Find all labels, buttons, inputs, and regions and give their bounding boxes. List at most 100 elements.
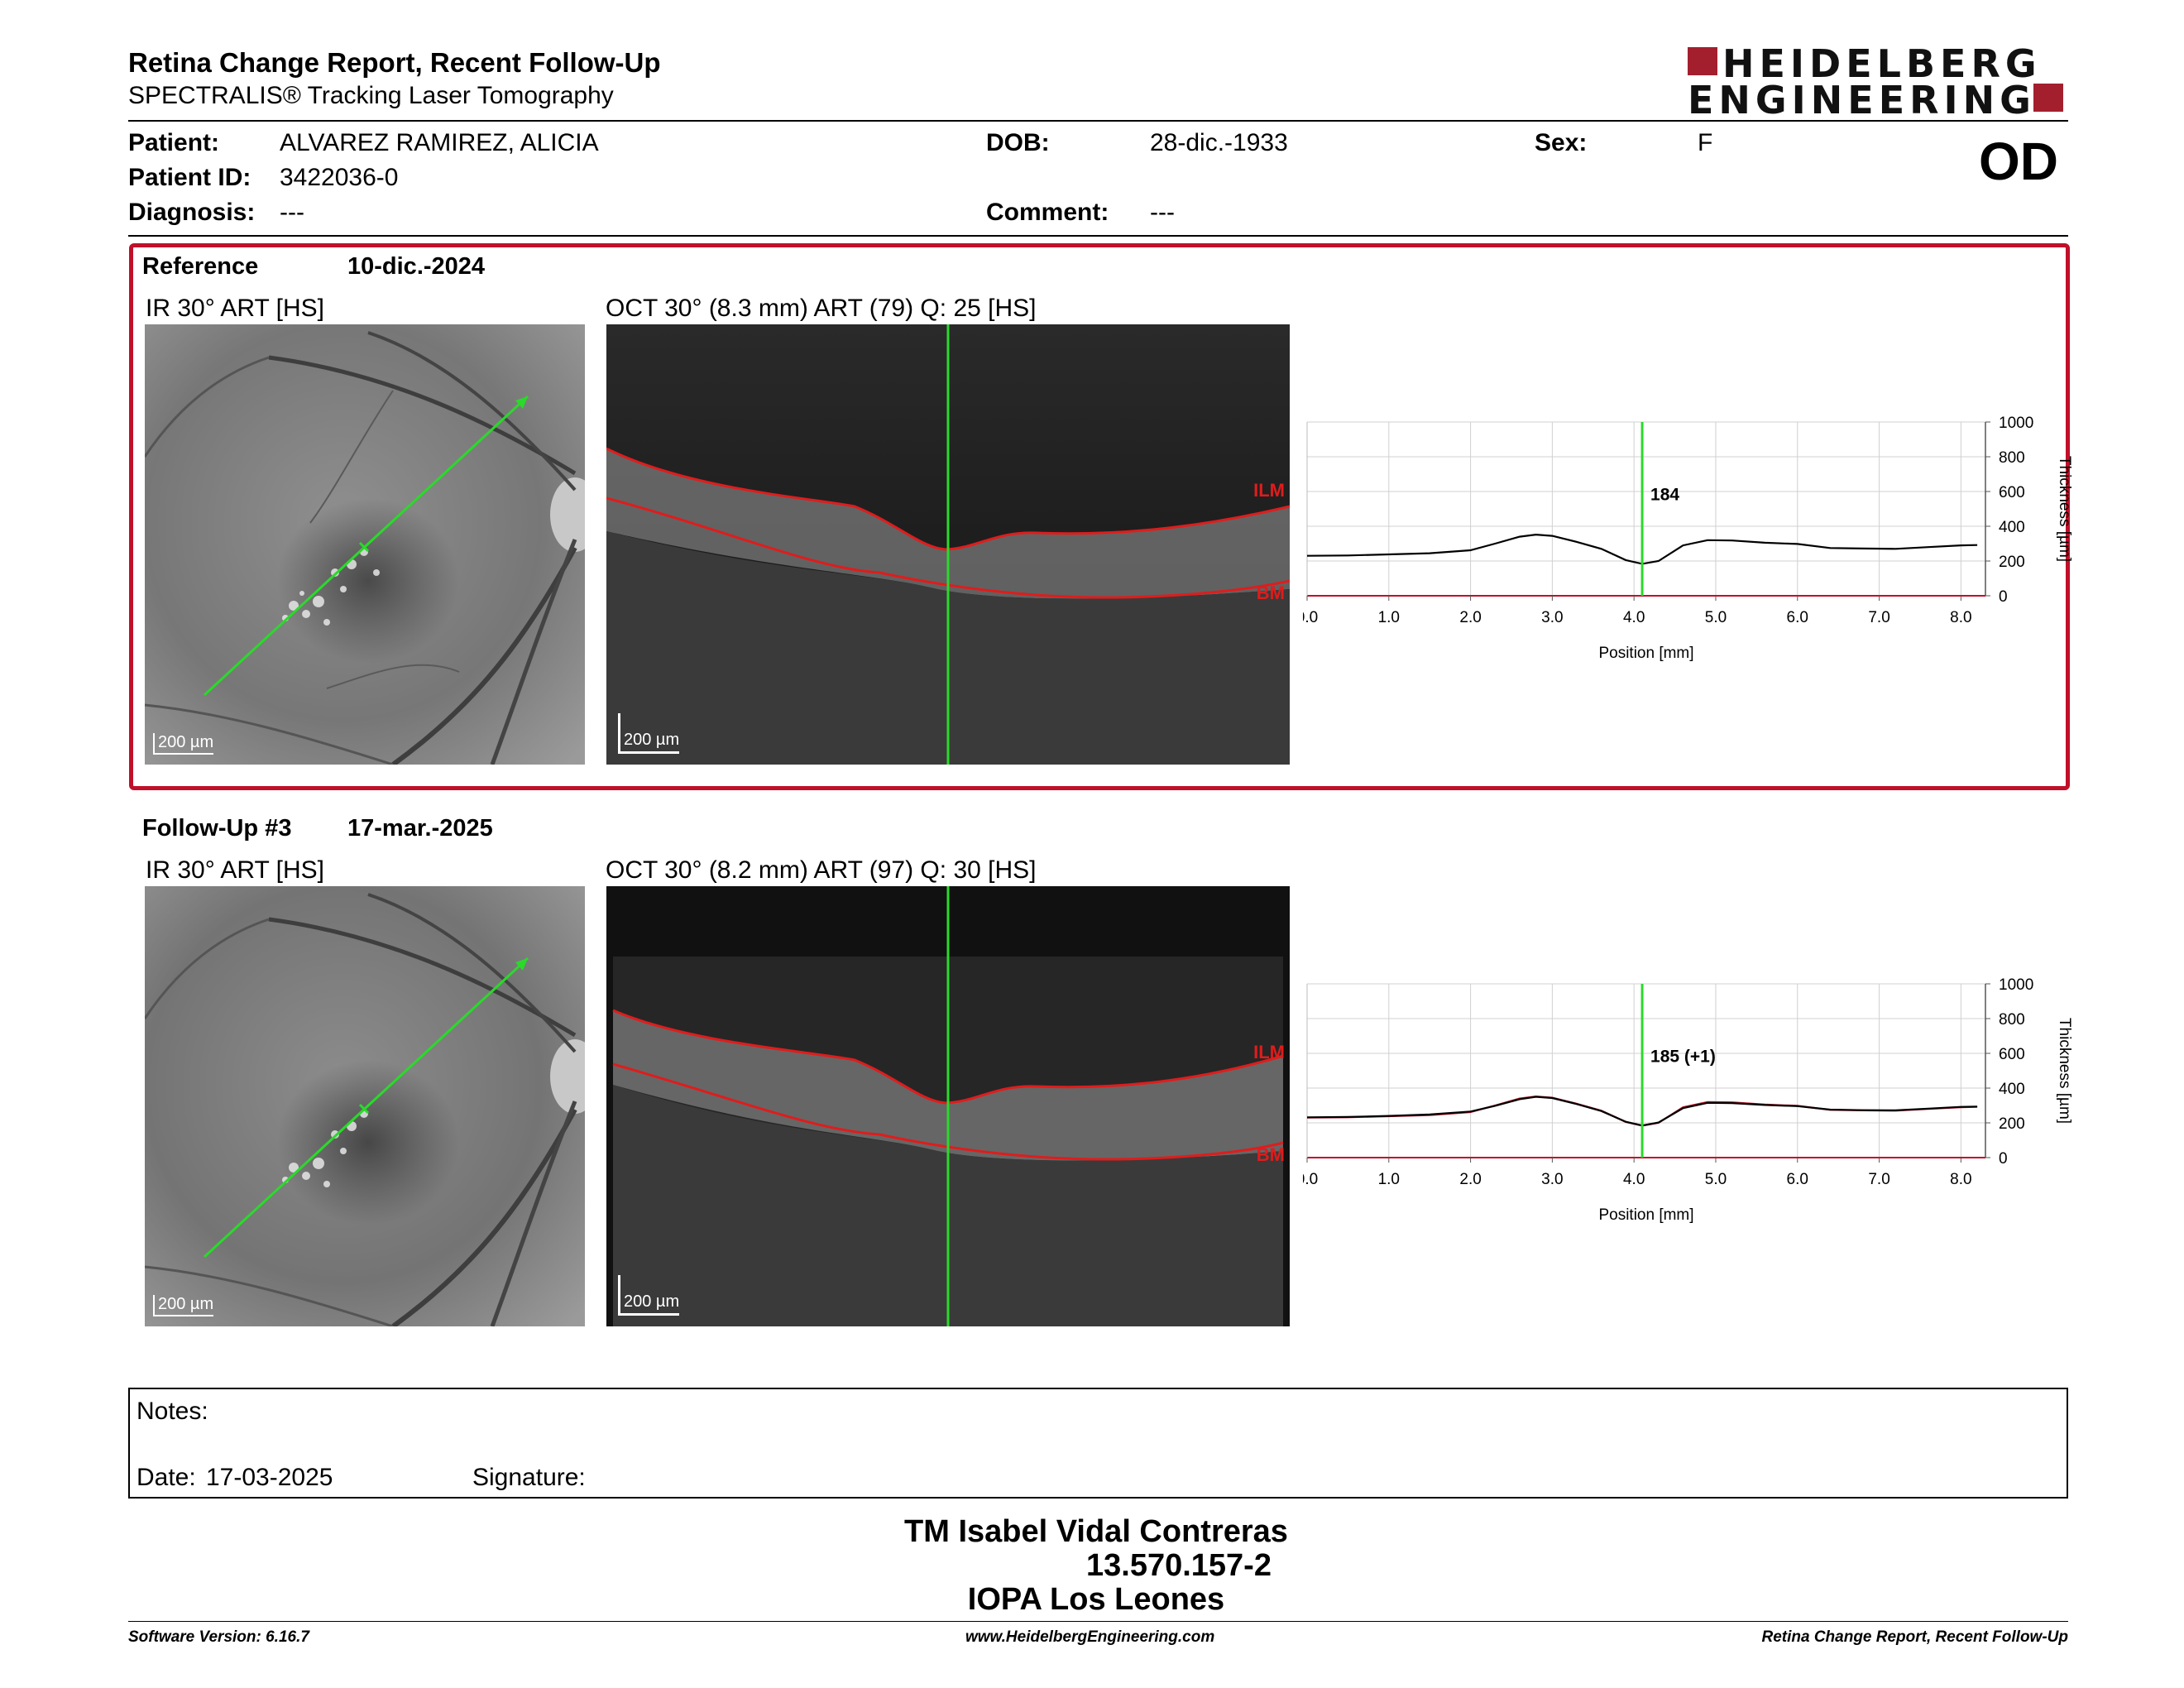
y-tick-label: 1000 bbox=[1999, 976, 2033, 994]
eye-indicator: OD bbox=[1979, 132, 2058, 191]
signer-id: 13.570.157-2 bbox=[1086, 1548, 1272, 1583]
followup-chart-svg: 0.0 1.0 2.0 3.0 4.0 5.0 6.0 7.0 8.0 0 200 400 600 800… bbox=[1296, 976, 2073, 1224]
footer-rule bbox=[128, 1621, 2068, 1622]
reference-ir-image[interactable]: 200 µm bbox=[145, 324, 585, 765]
followup-oct-scale: 200 µm bbox=[618, 1275, 680, 1316]
reference-oct-scale-text: 200 µm bbox=[624, 731, 680, 749]
followup-oct-scale-text: 200 µm bbox=[624, 1292, 680, 1311]
website-link[interactable]: www.HeidelbergEngineering.com bbox=[965, 1628, 1215, 1646]
y-tick-label: 600 bbox=[1999, 484, 2025, 501]
x-tick-label: 8.0 bbox=[1950, 609, 1971, 626]
patient-name: ALVAREZ RAMIREZ, ALICIA bbox=[280, 129, 599, 156]
x-tick-label: 0.0 bbox=[1303, 609, 1318, 626]
x-tick-label: 4.0 bbox=[1623, 1171, 1645, 1188]
oct-bscan-graphic-followup bbox=[612, 886, 1284, 1326]
signer-institution: IOPA Los Leones bbox=[967, 1582, 1225, 1617]
signer-name: TM Isabel Vidal Contreras bbox=[904, 1514, 1288, 1549]
y-tick-label: 400 bbox=[1999, 1081, 2025, 1098]
sex-value: F bbox=[1698, 129, 1713, 156]
reference-frame bbox=[129, 243, 2070, 790]
fundus-graphic-followup bbox=[145, 886, 585, 1326]
x-tick-label: 2.0 bbox=[1459, 1171, 1481, 1188]
reference-bm-label: BM bbox=[1256, 583, 1285, 603]
reference-oct-image[interactable]: ILM BM 200 µm bbox=[606, 324, 1290, 765]
followup-ir-title: IR 30° ART [HS] bbox=[146, 856, 324, 884]
y-tick-label: 800 bbox=[1999, 1011, 2025, 1029]
followup-oct-image[interactable]: ILM BM 200 µm bbox=[606, 886, 1290, 1326]
notes-date-value: 17-03-2025 bbox=[206, 1464, 333, 1491]
x-tick-label: 1.0 bbox=[1378, 609, 1400, 626]
reference-date: 10-dic.-2024 bbox=[347, 253, 486, 280]
followup-ilm-label: ILM bbox=[1253, 1042, 1285, 1062]
logo-square-bottom bbox=[2033, 84, 2063, 112]
oct-bscan-graphic bbox=[606, 324, 1290, 765]
header-rule bbox=[128, 120, 2068, 122]
patient-id: 3422036-0 bbox=[280, 164, 399, 191]
signature-label: Signature: bbox=[472, 1464, 586, 1491]
footer-report-name: Retina Change Report, Recent Follow-Up bbox=[1761, 1628, 2068, 1646]
x-tick-label: 6.0 bbox=[1787, 1171, 1808, 1188]
patient-label: Patient: bbox=[128, 129, 220, 156]
patient-rule bbox=[128, 235, 2068, 237]
x-tick-label: 1.0 bbox=[1378, 1171, 1400, 1188]
reference-oct-scale: 200 µm bbox=[618, 713, 680, 754]
reference-ilm-label: ILM bbox=[1253, 480, 1285, 501]
x-axis-label: Position [mm] bbox=[1598, 645, 1693, 662]
followup-ir-scale: 200 µm bbox=[153, 1295, 214, 1316]
followup-label: Follow-Up #3 bbox=[142, 815, 292, 842]
y-axis-label: Thickness [µm] bbox=[2056, 1018, 2072, 1124]
followup-bm-label: BM bbox=[1256, 1144, 1285, 1165]
x-tick-label: 6.0 bbox=[1787, 609, 1808, 626]
reference-label: Reference bbox=[142, 253, 259, 280]
diagnosis-label: Diagnosis: bbox=[128, 199, 256, 226]
reference-oct-title: OCT 30° (8.3 mm) ART (79) Q: 25 [HS] bbox=[606, 295, 1037, 322]
patient-id-label: Patient ID: bbox=[128, 164, 251, 191]
y-tick-label: 600 bbox=[1999, 1046, 2025, 1063]
x-tick-label: 7.0 bbox=[1868, 609, 1889, 626]
followup-oct-title: OCT 30° (8.2 mm) ART (97) Q: 30 [HS] bbox=[606, 856, 1037, 884]
logo-line2: ENGINEERING bbox=[1688, 78, 2036, 122]
notes-date-label: Date: bbox=[136, 1464, 196, 1491]
software-version: Software Version: 6.16.7 bbox=[128, 1628, 309, 1646]
reference-chart-svg: 0.0 1.0 2.0 3.0 4.0 5.0 6.0 7.0 8.0 0 200 400 600 800… bbox=[1296, 415, 2073, 662]
sex-label: Sex: bbox=[1535, 129, 1588, 156]
report-title: Retina Change Report, Recent Follow-Up bbox=[128, 47, 661, 78]
x-tick-label: 5.0 bbox=[1705, 1171, 1727, 1188]
diagnosis-value: --- bbox=[280, 199, 304, 226]
report-subtitle: SPECTRALIS® Tracking Laser Tomography bbox=[128, 82, 614, 109]
logo-square-top bbox=[1688, 47, 1717, 75]
notes-box[interactable]: Notes: Date: 17-03-2025 Signature: bbox=[128, 1388, 2068, 1499]
y-tick-label: 0 bbox=[1999, 1150, 2008, 1168]
x-tick-label: 5.0 bbox=[1705, 609, 1727, 626]
reference-ir-scale: 200 µm bbox=[153, 733, 214, 755]
x-tick-label: 2.0 bbox=[1459, 609, 1481, 626]
followup-date: 17-mar.-2025 bbox=[347, 815, 493, 842]
fundus-graphic bbox=[145, 324, 585, 765]
y-tick-label: 0 bbox=[1999, 588, 2008, 606]
x-tick-label: 4.0 bbox=[1623, 609, 1645, 626]
reference-ir-scale-text: 200 µm bbox=[158, 733, 214, 751]
x-tick-label: 3.0 bbox=[1541, 1171, 1563, 1188]
x-tick-label: 8.0 bbox=[1950, 1171, 1971, 1188]
heidelberg-logo: HEIDELBERG ENGINEERING bbox=[1688, 45, 2076, 119]
cursor-value-label: 184 bbox=[1650, 486, 1679, 505]
followup-thickness-chart[interactable]: 0.0 1.0 2.0 3.0 4.0 5.0 6.0 7.0 8.0 0 200 400 600 800… bbox=[1296, 976, 2073, 1249]
dob-value: 28-dic.-1933 bbox=[1150, 129, 1288, 156]
cursor-value-label: 185 (+1) bbox=[1650, 1048, 1716, 1067]
x-axis-label: Position [mm] bbox=[1598, 1206, 1693, 1224]
followup-ir-image[interactable]: 200 µm bbox=[145, 886, 585, 1326]
y-axis-label: Thickness [µm] bbox=[2056, 456, 2072, 562]
y-tick-label: 1000 bbox=[1999, 415, 2033, 432]
followup-ir-scale-text: 200 µm bbox=[158, 1295, 214, 1313]
y-tick-label: 200 bbox=[1999, 1115, 2025, 1133]
x-tick-label: 0.0 bbox=[1303, 1171, 1318, 1188]
dob-label: DOB: bbox=[986, 129, 1050, 156]
comment-label: Comment: bbox=[986, 199, 1109, 226]
x-tick-label: 7.0 bbox=[1868, 1171, 1889, 1188]
reference-ir-title: IR 30° ART [HS] bbox=[146, 295, 324, 322]
notes-label: Notes: bbox=[136, 1398, 208, 1425]
comment-value: --- bbox=[1150, 199, 1175, 226]
x-tick-label: 3.0 bbox=[1541, 609, 1563, 626]
y-tick-label: 400 bbox=[1999, 519, 2025, 536]
reference-thickness-chart[interactable]: 0.0 1.0 2.0 3.0 4.0 5.0 6.0 7.0 8.0 0 200 400 600 800… bbox=[1296, 414, 2073, 687]
